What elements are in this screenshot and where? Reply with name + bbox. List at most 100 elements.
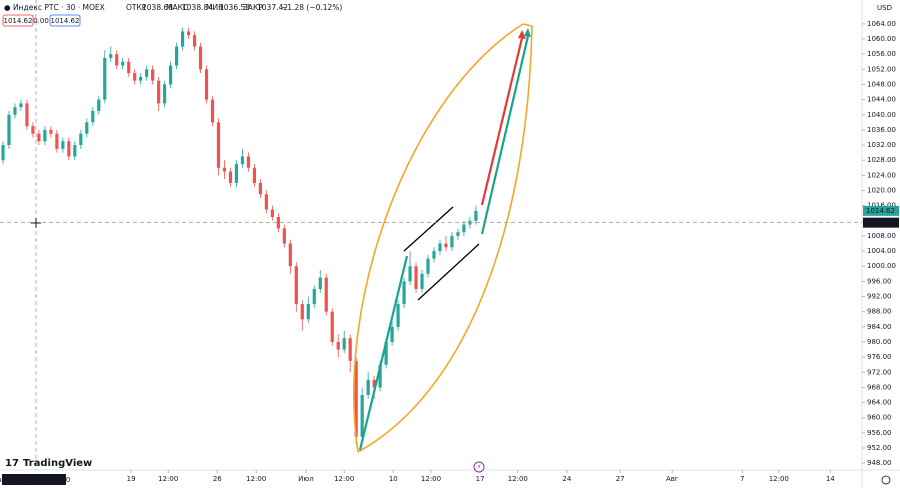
candle-body <box>25 103 29 127</box>
y-tick-label: 964.00 <box>867 399 892 407</box>
legend-label: ОТКР <box>126 3 147 12</box>
candle-body <box>97 99 101 111</box>
candle-body <box>37 133 41 142</box>
x-tick-label: 12:00 <box>334 475 354 483</box>
candle-body <box>396 304 400 327</box>
crosshair-price-box <box>863 217 899 228</box>
y-tick-label: 960.00 <box>867 414 892 422</box>
candle-body <box>456 232 460 236</box>
channel-line <box>403 206 454 252</box>
last-price-label: 1014.62 <box>866 207 895 215</box>
x-tick-label: 12:00 <box>158 475 178 483</box>
candle-body <box>444 243 448 248</box>
title: Индекс РТС · 30 · MOEX <box>13 3 105 12</box>
candle-body <box>55 133 59 149</box>
candle-body <box>163 84 167 104</box>
candle-body <box>270 209 274 218</box>
channel-line <box>417 243 480 301</box>
y-tick-label: 992.00 <box>867 293 892 301</box>
drawings <box>353 23 533 453</box>
legend-label: МИН <box>206 3 224 12</box>
event-icon[interactable] <box>473 461 485 473</box>
sell-box[interactable] <box>2 14 34 27</box>
candle-body <box>336 341 340 350</box>
candle-body <box>133 73 137 81</box>
candle-body <box>300 304 304 320</box>
wave-line <box>358 255 409 451</box>
candle-body <box>246 156 251 168</box>
candle-body <box>264 194 268 210</box>
candle-body <box>318 277 322 289</box>
candle-body <box>450 235 454 248</box>
candle-body <box>228 171 233 183</box>
legend-label: МАКС <box>166 3 188 12</box>
candle-body <box>420 273 424 289</box>
x-tick-label: 12:00 <box>769 475 789 483</box>
y-tick-label: 1064.00 <box>867 20 896 28</box>
candle-body <box>115 54 119 66</box>
candle-body <box>216 122 221 168</box>
candle-body <box>378 364 382 388</box>
y-tick-label: 1004.00 <box>867 247 896 255</box>
legend-value: 1038.68 <box>142 3 173 12</box>
sell-price[interactable]: 1014.62 <box>4 17 33 25</box>
y-tick-label: 1016.00 <box>867 202 896 210</box>
last-price-box <box>863 205 899 216</box>
candle-body <box>324 277 328 312</box>
candle-body <box>312 288 316 305</box>
crosshair-time-label: чт 08 Июн '23 15:00 <box>0 476 70 484</box>
x-tick-label: 10 <box>389 475 398 483</box>
x-tick-label: 24 <box>562 475 571 483</box>
axes: 948.00 952.00 956.00 960.00 964.00 968.00 972.… <box>127 20 896 483</box>
candles <box>1 27 478 445</box>
arc-top <box>522 23 533 27</box>
event-icon-glyph[interactable]: ⚡ <box>477 464 481 471</box>
candle-body <box>330 311 334 342</box>
candle-body <box>366 379 370 396</box>
x-tick-label: 19 <box>127 475 136 483</box>
candle-body <box>79 133 83 146</box>
wave-line <box>480 35 530 235</box>
candle-body <box>204 69 209 100</box>
y-tick-label: 1020.00 <box>867 186 896 194</box>
logo-mark: 17 <box>5 458 19 469</box>
y-tick-label: 984.00 <box>867 323 892 331</box>
candle-body <box>157 80 161 104</box>
candle-body <box>169 65 173 85</box>
y-tick-label: 1008.00 <box>867 232 896 240</box>
arc-right <box>357 25 533 453</box>
x-tick-label: 12:00 <box>246 475 266 483</box>
candle-body <box>438 243 442 252</box>
buy-price[interactable]: 1014.62 <box>51 17 80 25</box>
x-tick-label: 7 <box>740 475 744 483</box>
candle-body <box>127 61 131 74</box>
crosshair-time-box <box>2 474 66 485</box>
x-tick-label: 26 <box>213 475 222 483</box>
candle-body <box>384 341 388 365</box>
candle-body <box>288 243 292 267</box>
candle-body <box>19 103 23 108</box>
candle-body <box>414 266 418 289</box>
candle-body <box>67 141 71 157</box>
y-tick-label: 1024.00 <box>867 171 896 179</box>
candle-body <box>49 129 53 134</box>
candle-body <box>13 107 17 115</box>
y-tick-label: 1056.00 <box>867 50 896 58</box>
candle-body <box>109 54 113 58</box>
y-tick-label: 948.00 <box>867 459 892 467</box>
candle-body <box>402 281 406 305</box>
candle-body <box>432 251 436 259</box>
candle-body <box>186 31 191 36</box>
x-tick-label: 27 <box>616 475 625 483</box>
candle-body <box>252 167 257 183</box>
y-tick-label: 1000.00 <box>867 262 896 270</box>
candle-body <box>91 110 95 123</box>
candle-body <box>276 217 280 229</box>
y-tick-label: 952.00 <box>867 444 892 452</box>
cursor <box>31 218 41 228</box>
buy-box[interactable] <box>49 14 81 27</box>
candle-body <box>342 338 346 350</box>
y-tick-label: 980.00 <box>867 338 892 346</box>
settings-icon[interactable] <box>881 475 891 485</box>
arrow-head <box>518 30 526 39</box>
